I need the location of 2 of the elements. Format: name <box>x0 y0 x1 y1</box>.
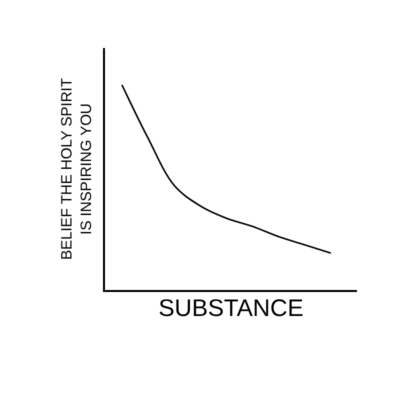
y-axis-title: BELIEF THE HOLY SPIRIT IS INSPIRING YOU <box>58 78 95 260</box>
x-axis-title: SUBSTANCE <box>158 294 304 322</box>
